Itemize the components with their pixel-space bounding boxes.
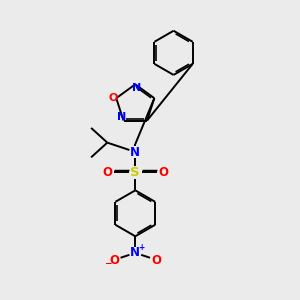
Text: O: O: [109, 254, 119, 267]
Text: +: +: [138, 243, 144, 252]
Text: −: −: [104, 259, 112, 268]
Text: N: N: [130, 246, 140, 259]
Text: O: O: [158, 166, 168, 178]
Text: N: N: [117, 112, 127, 122]
Text: O: O: [108, 93, 117, 103]
Text: N: N: [130, 146, 140, 159]
Text: S: S: [130, 166, 140, 178]
Text: N: N: [132, 83, 141, 93]
Text: O: O: [152, 254, 161, 267]
Text: O: O: [102, 166, 112, 178]
